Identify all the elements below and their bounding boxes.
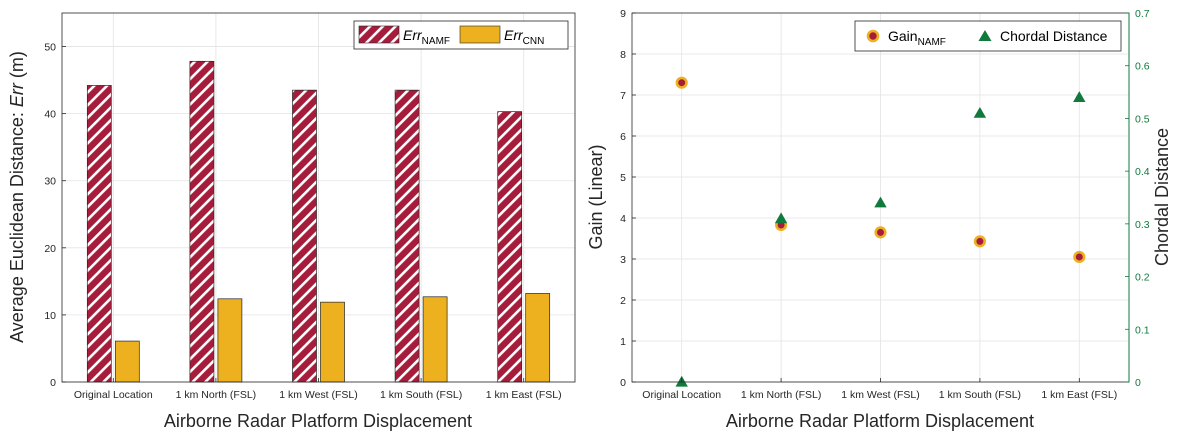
left-y-tick-label: 20 xyxy=(44,243,56,255)
left-x-tick-label: 1 km North (FSL) xyxy=(176,389,257,401)
marker-gain-namf xyxy=(675,76,688,89)
right-right-y-axis-label: Chordal Distance xyxy=(1152,128,1172,266)
bar-err-cnn xyxy=(525,293,551,383)
left-y-tick-label: 0 xyxy=(50,377,56,389)
right-left-y-tick-label: 4 xyxy=(620,213,626,225)
right-chart: 0 1 2 3 4 5 6 7 8 9 0 0.1 0.2 0.3 0.4 0.5 0.6 0.7 Origin… xyxy=(586,8,1172,431)
left-x-tick-label: Original Location xyxy=(74,389,153,401)
bar-err-cnn xyxy=(320,301,345,383)
bar-err-cnn xyxy=(217,298,243,383)
right-left-y-tick-label: 2 xyxy=(620,295,626,307)
right-right-y-tick-label: 0.3 xyxy=(1135,219,1150,231)
marker-chordal-distance xyxy=(973,106,987,118)
legend-marker-gain-namf xyxy=(866,29,880,43)
right-x-tick-label: Original Location xyxy=(642,389,721,401)
left-y-ticks: 0 10 20 30 40 50 xyxy=(44,42,66,389)
legend-swatch-err-cnn xyxy=(459,25,501,44)
marker-gain-namf xyxy=(874,226,887,239)
right-left-y-tick-label: 8 xyxy=(620,49,626,61)
bar-err-cnn xyxy=(114,340,140,383)
right-left-y-tick-label: 7 xyxy=(620,90,626,102)
marker-chordal-distance xyxy=(774,212,788,224)
right-right-y-tick-label: 0.1 xyxy=(1135,324,1150,336)
left-x-ticks: Original Location 1 km North (FSL) 1 km We… xyxy=(74,378,562,401)
right-x-tick-label: 1 km North (FSL) xyxy=(741,389,822,401)
left-x-tick-label: 1 km South (FSL) xyxy=(380,389,462,401)
bar-err-namf xyxy=(86,85,112,383)
left-y-tick-label: 30 xyxy=(44,176,56,188)
right-x-axis-label: Airborne Radar Platform Displacement xyxy=(726,411,1034,431)
right-right-y-tick-label: 0 xyxy=(1135,377,1141,389)
right-left-y-tick-label: 9 xyxy=(620,8,626,20)
left-gridlines xyxy=(62,13,575,383)
legend-swatch-err-namf xyxy=(358,25,400,44)
left-y-axis-label: Average Euclidean Distance: Err (m) xyxy=(7,51,27,343)
left-chart: 0 10 20 30 40 50 Original Location 1 km North … xyxy=(7,12,576,431)
right-x-tick-label: 1 km West (FSL) xyxy=(841,389,920,401)
right-right-y-tick-label: 0.4 xyxy=(1135,166,1150,178)
legend-label-chordal-distance: Chordal Distance xyxy=(1000,28,1108,44)
bar-err-cnn xyxy=(422,296,448,383)
marker-chordal-distance xyxy=(1073,91,1086,102)
right-right-y-tick-label: 0.2 xyxy=(1135,272,1150,284)
right-left-y-tick-label: 6 xyxy=(620,131,626,143)
left-x-tick-label: 1 km West (FSL) xyxy=(279,389,358,401)
right-x-tick-label: 1 km South (FSL) xyxy=(939,389,1021,401)
marker-chordal-distance xyxy=(874,196,887,208)
bar-err-namf xyxy=(394,89,420,383)
right-right-y-tick-label: 0.6 xyxy=(1135,61,1150,73)
right-left-y-tick-label: 5 xyxy=(620,172,626,184)
right-x-tick-label: 1 km East (FSL) xyxy=(1041,389,1117,401)
right-legend: GainNAMF Chordal Distance xyxy=(854,20,1122,52)
left-y-tick-label: 40 xyxy=(44,109,56,121)
left-bars xyxy=(86,60,551,383)
legend-label-gain-namf: GainNAMF xyxy=(888,28,946,48)
left-x-tick-label: 1 km East (FSL) xyxy=(486,389,562,401)
right-left-y-ticks: 0 1 2 3 4 5 6 7 8 9 xyxy=(620,8,636,389)
bar-err-namf xyxy=(189,60,215,383)
right-left-y-tick-label: 0 xyxy=(620,377,626,389)
legend-marker-chordal-distance xyxy=(978,30,992,41)
right-right-y-ticks: 0 0.1 0.2 0.3 0.4 0.5 0.6 0.7 xyxy=(1125,8,1150,389)
left-y-tick-label: 10 xyxy=(44,310,56,322)
left-y-tick-label: 50 xyxy=(44,42,56,54)
bar-err-namf xyxy=(497,111,523,383)
right-right-y-tick-label: 0.7 xyxy=(1135,8,1150,20)
right-right-y-tick-label: 0.5 xyxy=(1135,113,1150,125)
bar-err-namf xyxy=(292,89,317,383)
right-x-ticks: Original Location 1 km North (FSL) 1 km We… xyxy=(642,378,1117,401)
right-left-y-axis-label: Gain (Linear) xyxy=(586,144,606,249)
marker-gain-namf xyxy=(1073,250,1086,264)
right-left-y-tick-label: 1 xyxy=(620,336,626,348)
left-legend: ErrNAMF ErrCNN xyxy=(353,20,569,50)
legend-label-err-namf: ErrNAMF xyxy=(403,27,450,47)
right-left-y-tick-label: 3 xyxy=(620,254,626,266)
marker-gain-namf xyxy=(973,235,987,248)
legend-label-err-cnn: ErrCNN xyxy=(504,27,544,47)
left-x-axis-label: Airborne Radar Platform Displacement xyxy=(164,411,472,431)
